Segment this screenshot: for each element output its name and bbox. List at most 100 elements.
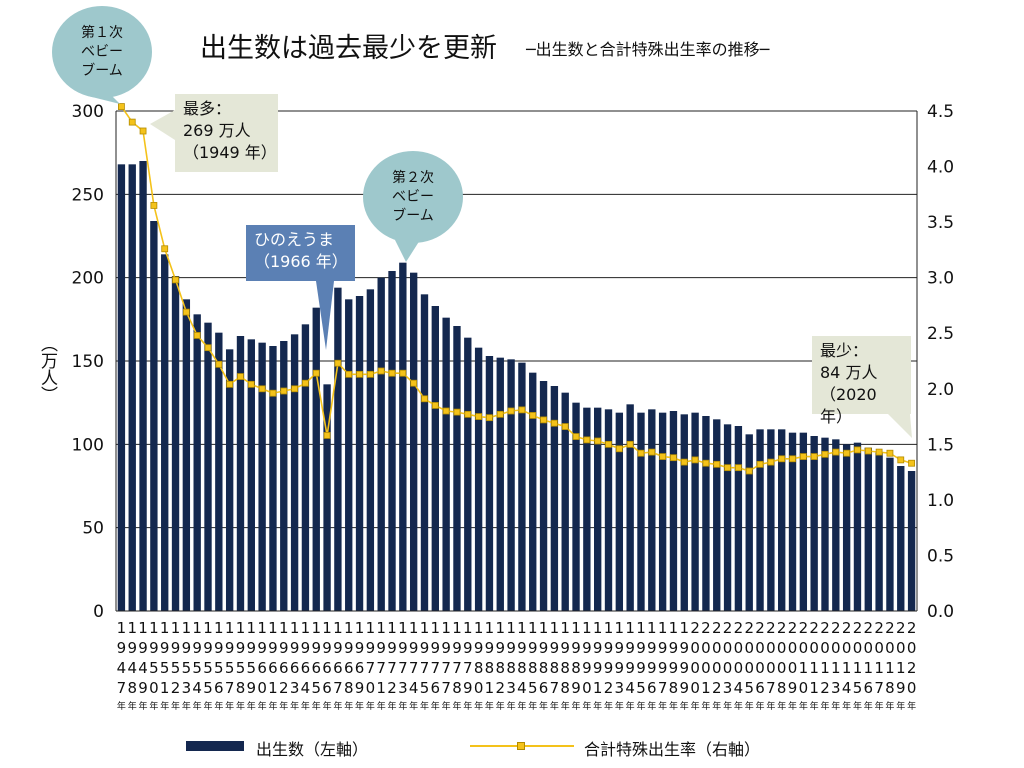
point-tfr — [410, 379, 418, 387]
chart-title: 出生数は過去最少を更新 — [200, 33, 497, 64]
point-tfr — [150, 202, 158, 209]
bar-births — [453, 326, 461, 611]
point-tfr — [421, 395, 428, 403]
bar-births — [280, 341, 288, 611]
bar-births — [842, 444, 851, 611]
bar-births — [366, 289, 375, 611]
y-tick-label-right: 1.5 — [927, 435, 954, 455]
bar-births — [788, 432, 797, 611]
point-tfr — [724, 464, 731, 472]
bar-births — [875, 452, 883, 611]
bar-births — [355, 296, 364, 611]
bar-births — [182, 299, 191, 611]
point-tfr — [799, 453, 807, 460]
max-callout-line-3: （1949 年） — [183, 143, 277, 162]
point-tfr — [659, 453, 667, 460]
point-tfr — [713, 460, 721, 468]
bar-births — [713, 419, 721, 611]
y-tick-label-right: 0.5 — [927, 546, 954, 566]
point-tfr — [615, 445, 623, 453]
point-tfr — [312, 369, 320, 377]
point-tfr — [810, 453, 818, 460]
bar-births — [550, 386, 559, 611]
point-tfr — [886, 449, 894, 457]
bar-births — [583, 407, 591, 611]
chart-subtitle: ─出生数と合計特殊出生率の推移─ — [526, 40, 770, 59]
y-tick-label-right: 3.0 — [927, 269, 954, 289]
bar-births — [399, 262, 407, 611]
bubble-tail-1 — [88, 96, 120, 104]
y-axis-label-left: （万人） — [37, 335, 57, 403]
bar-births — [669, 411, 678, 611]
point-tfr — [897, 456, 905, 464]
point-tfr — [789, 455, 796, 463]
bar-births — [345, 299, 353, 611]
bar-births — [702, 416, 710, 611]
bar-births — [128, 164, 136, 612]
y-tick-label-left: 100 — [72, 435, 104, 455]
point-tfr — [843, 449, 851, 457]
bar-births — [723, 424, 732, 611]
bar-births — [658, 412, 667, 611]
legend-births-label: 出生数（左軸） — [256, 740, 369, 759]
bar-births — [615, 412, 624, 611]
point-tfr — [128, 118, 136, 126]
point-tfr — [572, 433, 580, 440]
bar-births — [323, 384, 331, 611]
point-tfr — [550, 419, 558, 427]
legend-tfr-label: 合計特殊出生率（右軸） — [584, 740, 761, 759]
min-callout-line-2: 84 万人 — [820, 363, 878, 382]
point-tfr — [247, 380, 255, 388]
point-tfr — [583, 436, 591, 444]
min-callout-tail — [888, 414, 912, 438]
point-tfr — [334, 359, 342, 367]
point-tfr — [204, 344, 212, 352]
bar-births — [832, 439, 840, 611]
min-callout: 最少： 84 万人 （2020 年） — [812, 336, 911, 426]
hinoeuma-callout-line-2: （1966 年） — [254, 252, 348, 271]
point-tfr — [193, 332, 201, 339]
point-tfr — [908, 459, 915, 467]
point-tfr — [734, 464, 742, 472]
point-tfr — [778, 455, 786, 463]
hinoeuma-callout: ひのえうま （1966 年） — [246, 225, 355, 281]
point-tfr — [388, 369, 396, 377]
y-tick-label-left: 200 — [72, 269, 104, 289]
point-tfr — [399, 369, 407, 377]
bar-births — [269, 346, 277, 611]
legend-tfr-marker — [517, 742, 525, 750]
bar-births — [474, 347, 483, 611]
bar-births — [161, 254, 169, 612]
bar-births — [604, 409, 613, 611]
max-callout-line-1: 最多： — [183, 99, 232, 118]
bar-births — [117, 164, 126, 612]
